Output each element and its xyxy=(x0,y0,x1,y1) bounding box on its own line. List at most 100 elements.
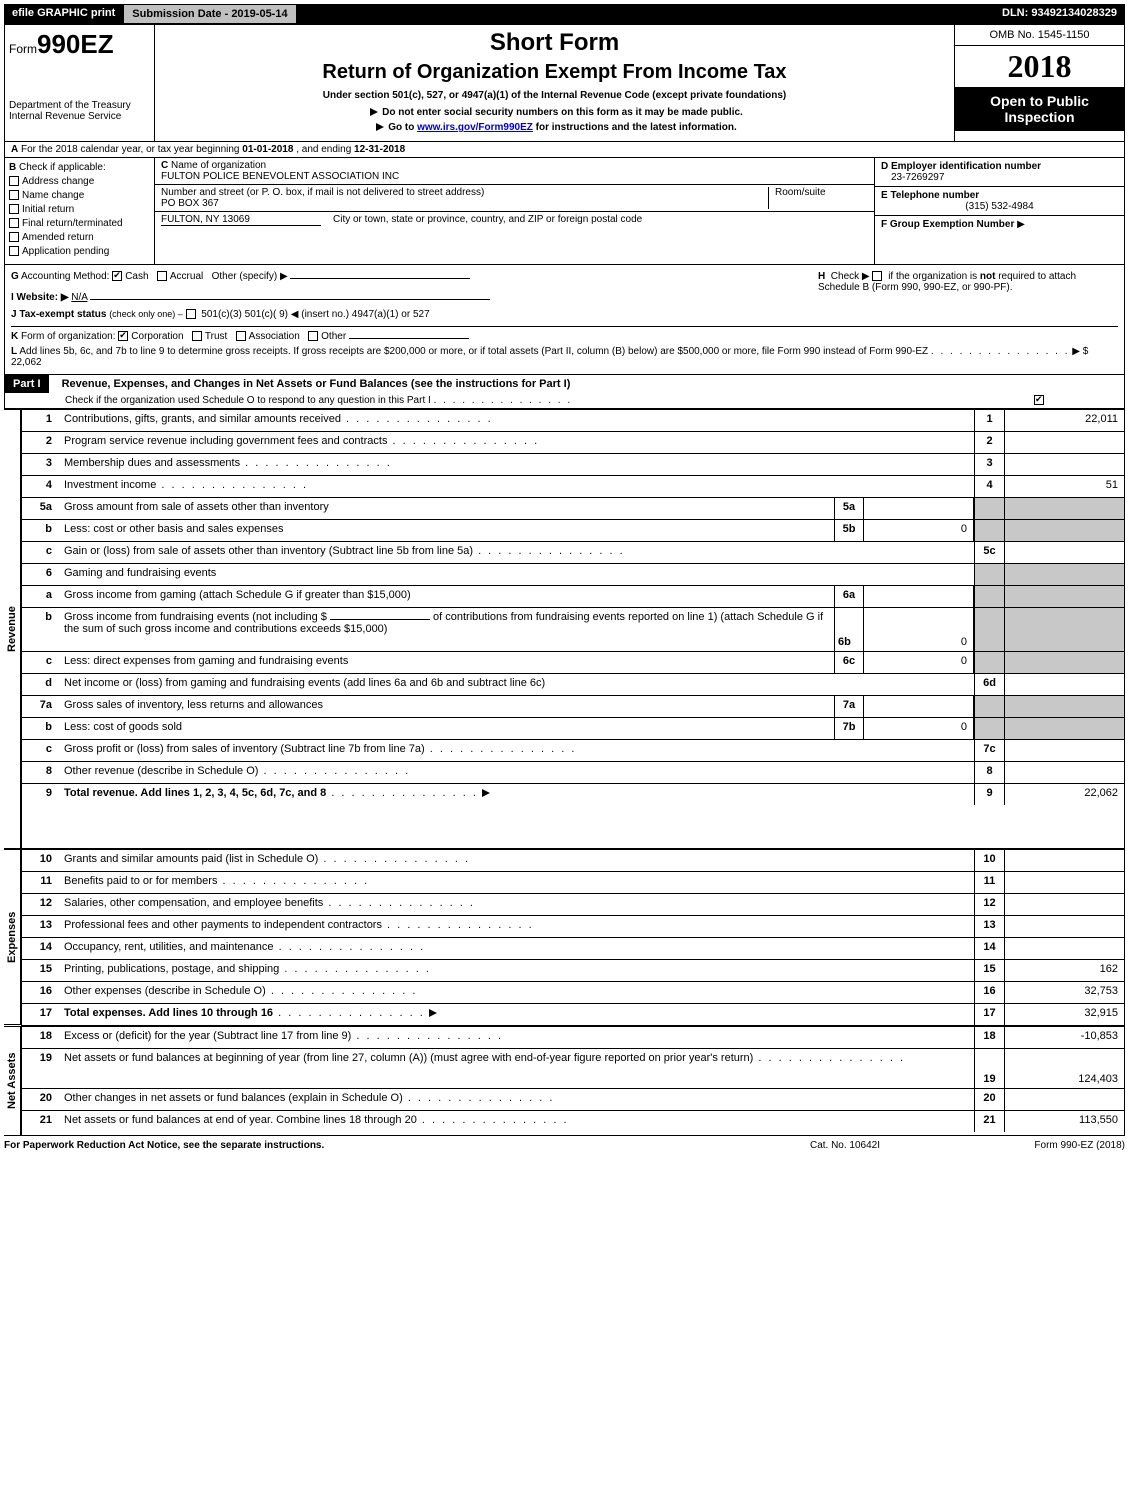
line-12: 12Salaries, other compensation, and empl… xyxy=(22,893,1124,915)
line-1-val: 22,011 xyxy=(1004,410,1124,431)
header-center: Short Form Return of Organization Exempt… xyxy=(155,25,954,141)
part1-table: Revenue 1Contributions, gifts, grants, a… xyxy=(4,409,1125,849)
line-21: 21Net assets or fund balances at end of … xyxy=(22,1110,1124,1132)
side-expenses: Expenses xyxy=(4,849,21,1025)
check-address-change[interactable]: Address change xyxy=(9,176,150,187)
line-h-check: Check ▶ xyxy=(831,271,870,282)
org-address-box: Number and street (or P. O. box, if mail… xyxy=(155,185,874,212)
section-g-l: G Accounting Method: Cash Accrual Other … xyxy=(4,265,1125,375)
line-5a: 5aGross amount from sale of assets other… xyxy=(22,497,1124,519)
line-19: 19Net assets or fund balances at beginni… xyxy=(22,1048,1124,1088)
check-other-org[interactable] xyxy=(308,331,318,341)
line-4: 4Investment income 451 xyxy=(22,475,1124,497)
box-d: D Employer identification number 23-7269… xyxy=(875,158,1124,187)
line-6b-val: 0 xyxy=(864,608,974,651)
efile-label: efile GRAPHIC print xyxy=(4,4,123,24)
box-b-label: B xyxy=(9,162,16,173)
part1-check-row: Check if the organization used Schedule … xyxy=(5,393,1124,408)
line-j-label: J Tax-exempt status xyxy=(11,309,106,320)
box-def: D Employer identification number 23-7269… xyxy=(874,158,1124,264)
dln-label: DLN: 93492134028329 xyxy=(994,4,1125,24)
org-address: PO BOX 367 xyxy=(161,198,219,209)
city-label: City or town, state or province, country… xyxy=(333,214,642,226)
check-amended-return[interactable]: Amended return xyxy=(9,232,150,243)
submission-date: Submission Date - 2019-05-14 xyxy=(123,4,296,24)
check-association[interactable] xyxy=(236,331,246,341)
line-a-mid: , and ending xyxy=(296,144,354,155)
line-21-val: 113,550 xyxy=(1004,1111,1124,1132)
check-501c3[interactable] xyxy=(186,309,196,319)
line-j-note: (check only one) – xyxy=(109,309,183,319)
check-corporation[interactable] xyxy=(118,331,128,341)
line-2: 2Program service revenue including gover… xyxy=(22,431,1124,453)
check-schedule-o[interactable] xyxy=(1034,395,1044,405)
website-value: N/A xyxy=(71,292,87,303)
phone-value: (315) 532-4984 xyxy=(881,201,1118,212)
box-c: C Name of organization FULTON POLICE BEN… xyxy=(155,158,874,264)
line-3: 3Membership dues and assessments 3 xyxy=(22,453,1124,475)
line-h-label: H xyxy=(818,271,825,282)
line-a-label: A xyxy=(11,144,18,155)
line-6: 6Gaming and fundraising events xyxy=(22,563,1124,585)
ein-value: 23-7269297 xyxy=(881,172,944,183)
top-bar: efile GRAPHIC print Submission Date - 20… xyxy=(4,4,1125,24)
arrow-icon xyxy=(370,108,378,116)
line-j-opts: 501(c)(3) 501(c)( 9) ◀ (insert no.) 4947… xyxy=(201,309,429,320)
line-13: 13Professional fees and other payments t… xyxy=(22,915,1124,937)
arrow-icon xyxy=(429,1009,437,1017)
line-g-text: Accounting Method: xyxy=(21,271,109,282)
line-16-val: 32,753 xyxy=(1004,982,1124,1003)
irs-link[interactable]: www.irs.gov/Form990EZ xyxy=(417,122,533,133)
netassets-table: Net Assets 18Excess or (deficit) for the… xyxy=(4,1026,1125,1136)
line-4-val: 51 xyxy=(1004,476,1124,497)
line-g-label: G xyxy=(11,271,19,282)
check-name-change[interactable]: Name change xyxy=(9,190,150,201)
box-e-label: E Telephone number xyxy=(881,190,979,201)
tax-year: 2018 xyxy=(955,46,1124,87)
org-name: FULTON POLICE BENEVOLENT ASSOCIATION INC xyxy=(161,171,399,182)
entity-info-row: B Check if applicable: Address change Na… xyxy=(4,158,1125,265)
room-suite: Room/suite xyxy=(768,187,868,209)
line-g-other: Other (specify) ▶ xyxy=(212,271,288,282)
arrow-line-2: Go to www.irs.gov/Form990EZ for instruct… xyxy=(163,122,946,133)
line-a: A For the 2018 calendar year, or tax yea… xyxy=(4,142,1125,158)
line-10: 10Grants and similar amounts paid (list … xyxy=(22,849,1124,871)
line-6b: b Gross income from fundraising events (… xyxy=(22,607,1124,651)
arrow-icon xyxy=(482,789,490,797)
line-8: 8Other revenue (describe in Schedule O) … xyxy=(22,761,1124,783)
check-schedule-b[interactable] xyxy=(872,271,882,281)
line-14: 14Occupancy, rent, utilities, and mainte… xyxy=(22,937,1124,959)
box-d-label: D Employer identification number xyxy=(881,161,1041,172)
part1-badge: Part I xyxy=(5,375,49,393)
org-city-box: FULTON, NY 13069 City or town, state or … xyxy=(155,212,874,228)
check-cash[interactable] xyxy=(112,271,122,281)
part1-header-row: Part I Revenue, Expenses, and Changes in… xyxy=(4,375,1125,409)
line-i: I Website: ▶ N/A xyxy=(11,292,818,303)
return-title: Return of Organization Exempt From Incom… xyxy=(163,61,946,84)
name-label: Name of organization xyxy=(171,160,266,171)
line-7c: cGross profit or (loss) from sales of in… xyxy=(22,739,1124,761)
check-initial-return[interactable]: Initial return xyxy=(9,204,150,215)
line-k-text: Form of organization: xyxy=(21,331,116,342)
arrow2-post: for instructions and the latest informat… xyxy=(533,122,737,133)
line-i-label: I Website: ▶ xyxy=(11,292,69,303)
cat-no: Cat. No. 10642I xyxy=(745,1140,945,1151)
box-f: F Group Exemption Number ▶ xyxy=(875,216,1124,233)
line-19-val: 124,403 xyxy=(1004,1049,1124,1088)
check-application-pending[interactable]: Application pending xyxy=(9,246,150,257)
check-final-return[interactable]: Final return/terminated xyxy=(9,218,150,229)
dept-treasury: Department of the Treasury xyxy=(9,100,150,111)
line-18: 18Excess or (deficit) for the year (Subt… xyxy=(22,1026,1124,1048)
arrow1-text: Do not enter social security numbers on … xyxy=(382,107,743,118)
line-l: L Add lines 5b, 6c, and 7b to line 9 to … xyxy=(11,346,1118,368)
line-9-val: 22,062 xyxy=(1004,784,1124,805)
addr-label: Number and street (or P. O. box, if mail… xyxy=(161,187,484,198)
check-trust[interactable] xyxy=(192,331,202,341)
side-netassets: Net Assets xyxy=(4,1026,21,1136)
check-accrual[interactable] xyxy=(157,271,167,281)
line-18-val: -10,853 xyxy=(1004,1027,1124,1048)
box-b-checkif: Check if applicable: xyxy=(19,162,106,173)
box-f-label: F Group Exemption Number xyxy=(881,219,1014,230)
line-20: 20Other changes in net assets or fund ba… xyxy=(22,1088,1124,1110)
expenses-table: Expenses 10Grants and similar amounts pa… xyxy=(4,849,1125,1026)
